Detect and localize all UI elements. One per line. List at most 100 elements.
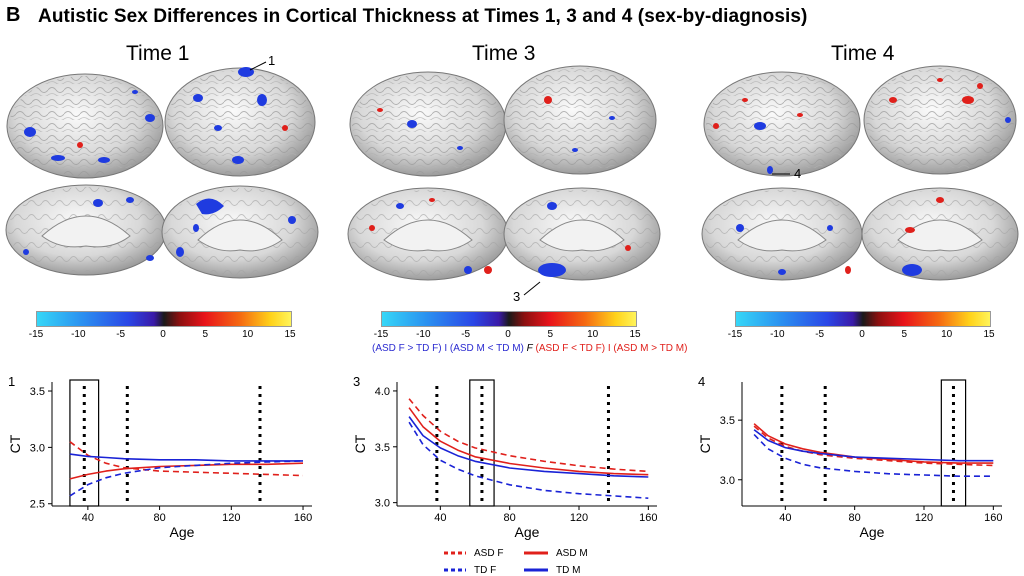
colorbar-tick-label: -15 [727,329,743,340]
x-tick-label: 40 [82,512,94,524]
colorbar-tick-label: -5 [815,329,825,340]
colorbar-tick-label: 5 [202,329,209,340]
colorbar-tick-label: 10 [941,329,953,340]
highlight-box [69,379,100,507]
y-tick-label: 3.5 [30,386,45,398]
brain-time3-medial-right [503,187,661,281]
legend-td-f-label: TD F [474,565,496,576]
chart-panel-3: 3 40 80 120 160 3.0 3.5 4.0 Age CT [352,374,658,540]
chart-panel-1: 1 40 80 120 160 2.5 3.0 3.5 Age CT [7,374,312,540]
series-line-asd-f [408,398,649,473]
chart-legend: ASD F ASD M TD F TD M [444,548,588,576]
colorbar-tick-label: 15 [629,329,641,340]
series-line-asd-f [753,425,994,467]
y-tick-label: 3.5 [375,442,390,454]
y-tick-label: 3.0 [720,475,735,487]
series-line-td-f [753,433,994,477]
x-tick-label: 40 [434,512,446,524]
colorbar-tick-label: -15 [373,329,389,340]
x-tick-label: 80 [153,512,165,524]
x-tick-label: 160 [639,512,657,524]
colorbar-tick-label: 0 [859,329,865,340]
x-axis-label: Age [170,524,195,540]
callout-3: 3 [513,289,521,304]
y-tick-label: 2.5 [30,499,45,511]
x-tick-label: 120 [915,512,933,524]
x-tick-label: 120 [222,512,240,524]
highlight-box [940,379,967,507]
series-line-td-f [69,460,304,497]
y-tick-label: 3.0 [375,498,390,510]
highlight-box [469,379,495,507]
callout-1: 1 [268,53,276,68]
y-axis-label: CT [7,434,23,453]
note-blue-part: (ASD F > TD F) I (ASD M < TD M) [372,343,524,354]
colorbar-tick-label: 10 [242,329,254,340]
time-4-label: Time 4 [831,42,895,65]
brain-time3-medial-left [347,187,509,281]
note-red-part: (ASD F < TD F) I (ASD M > TD M) [535,343,688,354]
brain-time4-lateral-right [863,65,1017,175]
chart-panel-4: 4 40 80 120 160 3.0 3.5 Age CT [697,374,1003,540]
time-1-label: Time 1 [126,42,190,65]
chart-panel-number: 1 [8,374,15,389]
chart-panel-number: 4 [698,374,705,389]
brain-time3-lateral-left [349,71,507,177]
brain-time4-medial-right [845,187,1019,281]
y-axis-label: CT [352,434,368,453]
series-line-td-m [408,416,649,478]
colorbar-tick-label: 5 [901,329,908,340]
colorbar-tick-label: 5 [547,329,554,340]
series-line-asd-f [69,441,304,477]
colorbar-tick-label: -5 [116,329,126,340]
legend-asd-f-label: ASD F [474,548,503,559]
colorbar-tick-label: 10 [587,329,599,340]
series-line-asd-m [408,407,649,476]
x-tick-label: 120 [570,512,588,524]
legend-td-m-label: TD M [556,565,580,576]
x-axis-label: Age [860,524,885,540]
x-tick-label: 80 [849,512,861,524]
y-axis-label: CT [697,434,713,453]
y-tick-label: 3.0 [30,442,45,454]
colorbar-time3 [381,311,637,327]
time-3-label: Time 3 [472,42,536,65]
colorbar-tick-label: 15 [983,329,995,340]
colorbar-time4 [735,311,991,327]
series-line-td-f [408,421,649,499]
brain-group-time4 [701,65,1019,281]
colorbar-tick-label: -5 [461,329,471,340]
brain-time4-lateral-left [703,71,861,177]
x-axis-label: Age [515,524,540,540]
figure-title: Autistic Sex Differences in Cortical Thi… [38,6,808,27]
colorbar-tick-label: 15 [284,329,296,340]
brain-time3-lateral-right [503,65,657,175]
brain-time1-lateral-right [164,67,316,177]
colorbar-tick-label: 0 [160,329,166,340]
series-line-asd-m [69,462,304,480]
colorbar-tick-label: -10 [71,329,86,340]
brain-time1-lateral-left [6,73,164,179]
brain-group-time1 [5,61,319,279]
x-tick-label: 160 [984,512,1002,524]
y-tick-label: 4.0 [375,386,390,398]
colorbar-tick-label: -15 [28,329,44,340]
colorbar-time1 [36,311,292,327]
note-f-part: F [526,343,533,354]
series-line-td-m [753,429,994,462]
x-tick-label: 40 [779,512,791,524]
x-tick-label: 160 [294,512,312,524]
brain-group-time3 [347,65,661,296]
colorbar-tick-label: 0 [505,329,511,340]
x-tick-label: 80 [504,512,516,524]
y-tick-label: 3.5 [720,415,735,427]
callout-4: 4 [794,166,802,181]
series-line-td-m [69,453,303,462]
chart-panel-number: 3 [353,374,360,389]
colorbar-tick-label: -10 [770,329,785,340]
colorbar-legend-note: (ASD F > TD F) I (ASD M < TD M) F (ASD F… [372,343,687,354]
brain-renderings [5,61,1019,296]
brain-time1-medial-left [5,184,167,276]
panel-letter: B [6,4,21,26]
brain-time4-medial-left [701,187,863,281]
